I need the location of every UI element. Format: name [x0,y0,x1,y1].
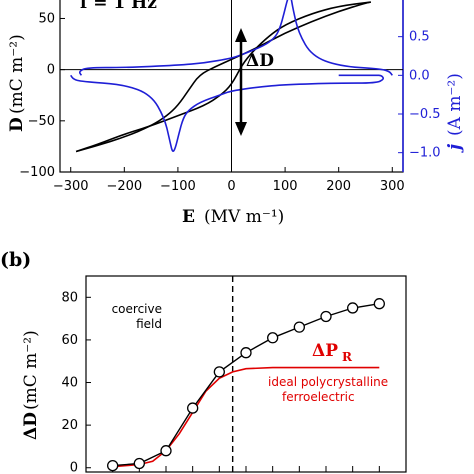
panel-b-series [107,298,385,472]
measured-point [160,445,172,457]
measured-point [187,402,199,414]
panel-a-zero-lines [60,0,403,172]
panel-a-y-tick-label: −100 [19,165,55,180]
panel-a-y-tick-label: 50 [38,11,55,26]
hysteresis-branch-0 [75,1,371,153]
panel-a-x-tick-label: 300 [380,179,405,194]
measured-point [213,366,225,378]
panel-a-x-axis-label: E (MV m⁻¹) [182,207,284,227]
panel-a-y2-tick-label: 0.5 [409,30,430,45]
delta-d-arrow [235,28,247,136]
panel-b-y-tick-label: 20 [61,418,78,433]
measured-point [240,347,252,359]
measured-point [133,457,145,470]
delta-pr-label: ΔP R [312,341,353,364]
svg-text:(A m⁻²): (A m⁻²) [445,73,465,136]
svg-text:D: D [7,117,27,132]
panel-b-y-tick-label: 60 [61,333,78,348]
coercive-label-line1: coercive [112,302,162,316]
panel-a-x-tick-label: −100 [160,179,196,194]
svg-text:E: E [182,207,195,227]
svg-text:(mC m⁻²): (mC m⁻²) [21,330,41,410]
measured-point [320,310,332,323]
panel-b-y-tick-label: 40 [61,376,78,391]
panel-a-x-tick-label: 0 [227,179,235,194]
panel-a-x-ticks: −300 −200 −100 0 100 200 300 [53,167,405,194]
panel-b-y-tick-label: 0 [70,461,78,474]
measured-point [267,332,279,344]
hysteresis-branch-1 [75,1,371,153]
coercive-label-line2: field [136,317,162,331]
panel-a-y-axis-label: D (mC m⁻²) [7,34,27,132]
svg-text:ΔP: ΔP [312,341,338,361]
panel-b-label: (b) [0,249,31,271]
svg-text:(MV m⁻¹): (MV m⁻¹) [204,207,284,227]
measured-point [347,302,359,314]
panel-a-y2-tick-label: 0.0 [409,68,430,83]
current-curve-3 [78,0,393,76]
panel-b: (b) 0 20 40 60 80 coercive field ΔP R ideal … [0,249,407,474]
current-curve-2 [70,74,385,153]
panel-a-y2-ticks: −1.0 −0.5 0.0 0.5 [398,30,441,161]
panel-a-x-tick-label: 200 [326,179,351,194]
panel-a-x-tick-label: −200 [106,179,142,194]
panel-a-x-tick-label: −300 [53,179,89,194]
measured-point [107,459,119,472]
panel-a-y-tick-label: −50 [28,114,55,129]
panel-a-y-ticks: −100 −50 0 50 [19,11,65,180]
panel-b-y-tick-label: 80 [61,290,78,305]
svg-text:ΔD: ΔD [21,412,41,440]
panel-a-y2-tick-label: −0.5 [409,107,441,122]
svg-text:(mC m⁻²): (mC m⁻²) [7,34,27,114]
ideal-label-line1: ideal polycrystalline [268,375,388,389]
panel-b-y-axis-label: ΔD (mC m⁻²) [21,330,41,440]
panel-a: −300 −200 −100 0 100 200 300 −100 −50 0 50 −1.0 −0… [7,0,465,227]
panel-a-y-tick-label: 0 [47,63,55,78]
panel-a-y2-axis-label: j (A m⁻²) [445,73,465,153]
panel-a-series [70,0,393,153]
svg-text:R: R [342,350,353,364]
measured-point [293,321,305,333]
measured-point [373,298,385,310]
panel-a-y2-tick-label: −1.0 [409,146,441,161]
panel-a-x-tick-label: 100 [273,179,298,194]
ideal-label-line2: ferroelectric [282,390,355,404]
delta-d-label: ΔD [246,51,274,71]
panel-b-x-ticks [85,466,407,472]
panel-b-y-ticks: 0 20 40 60 80 [61,290,91,474]
panel-a-frequency-label: f = 1 Hz [80,0,157,13]
svg-text:j: j [445,143,465,153]
